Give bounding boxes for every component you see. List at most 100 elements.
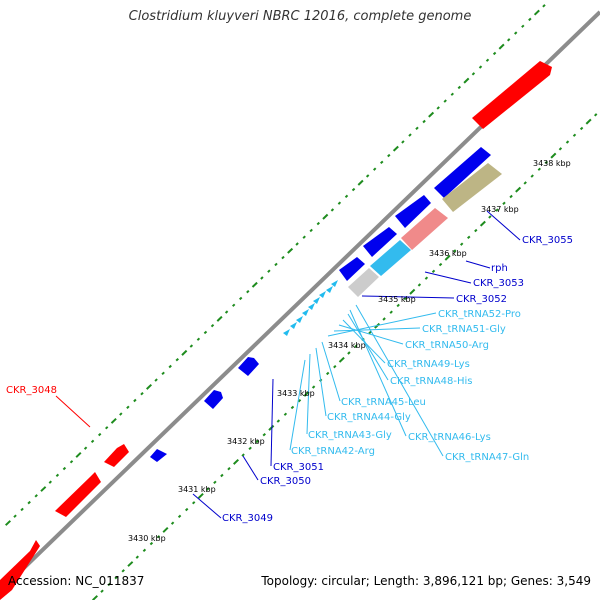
scale-tick [316, 221, 320, 226]
scale-tick [474, 228, 478, 233]
scale-tick [450, 92, 454, 96]
scale-tick [233, 458, 239, 465]
scale-tick [121, 569, 125, 573]
gene-arrow [395, 195, 431, 228]
leader-line [424, 271, 472, 284]
gene-arrow [339, 257, 365, 281]
scale-tick [241, 453, 245, 457]
scale-tick [181, 349, 188, 356]
trna-label[interactable]: CKR_tRNA43-Gly [308, 430, 392, 441]
leader-line [349, 309, 407, 437]
scale-tick [457, 85, 461, 90]
trna-label[interactable]: CKR_tRNA50-Arg [405, 340, 489, 351]
scale-tick [309, 228, 313, 233]
gene-arrow [238, 357, 259, 376]
trna-label[interactable]: CKR_tRNA52-Pro [438, 309, 521, 320]
scale-tick [83, 446, 88, 450]
scale-tick [126, 405, 130, 410]
page-title: Clostridium kluyveri NBRC 12016, complet… [128, 9, 472, 24]
scale-tick [154, 378, 158, 382]
scale-tick [40, 486, 47, 492]
scale-tick [267, 269, 271, 273]
scale-tick [55, 473, 60, 478]
kbp-label: 3433 kbp [277, 389, 315, 398]
scale-tick [34, 494, 38, 498]
scale-tick [579, 126, 584, 131]
leader-line [192, 493, 222, 519]
scale-tick [196, 337, 201, 341]
gene-label-ckr-3050[interactable]: CKR_3050 [260, 476, 311, 487]
scale-tick [92, 595, 98, 600]
scale-tick [533, 9, 540, 16]
scale-tick [436, 106, 440, 110]
scale-tick [105, 426, 109, 430]
scale-tick [471, 72, 476, 76]
scale-tick [224, 310, 229, 314]
trna-label[interactable]: CKR_tRNA42-Arg [291, 446, 375, 457]
scale-tick [498, 43, 505, 50]
scale-tick [135, 555, 139, 559]
trna-feature [283, 329, 290, 336]
scale-tick [492, 51, 497, 56]
scale-tick [220, 473, 224, 478]
scale-tick [27, 500, 31, 505]
scale-tick [565, 140, 570, 144]
scale-tick [528, 17, 532, 22]
scale-tick [347, 351, 351, 355]
scale-tick [542, 4, 546, 8]
scale-tick [495, 208, 499, 212]
scale-tick [255, 439, 259, 444]
scale-tick [550, 152, 557, 159]
scale-tick [177, 514, 182, 519]
scale-tick [368, 330, 372, 335]
gene-label-ckr-3048[interactable]: CKR_3048 [6, 385, 57, 396]
feature-labels: 3430 kbp 3431 kbp 3432 kbp 3433 kbp 3434… [6, 159, 573, 543]
scale-tick [422, 119, 426, 124]
gene-label-ckr-3052[interactable]: CKR_3052 [456, 294, 507, 305]
trna-feature [326, 286, 333, 293]
scale-tick [20, 507, 24, 512]
scale-tick [338, 356, 345, 363]
trna-label[interactable]: CKR_tRNA45-Leu [341, 397, 426, 408]
gene-arrow [363, 227, 397, 257]
scale-tick [479, 220, 486, 227]
leader-line [289, 359, 306, 451]
leader-line [486, 210, 521, 241]
scale-tick [380, 160, 384, 165]
gene-label-ckr-3051[interactable]: CKR_3051 [273, 462, 324, 473]
gene-block [401, 208, 448, 250]
gene-label-ckr-3049[interactable]: CKR_3049 [222, 513, 273, 524]
trna-label[interactable]: CKR_tRNA46-Lys [408, 432, 491, 443]
trna-feature [331, 280, 338, 287]
scale-tick [281, 255, 285, 260]
scale-tick [162, 526, 169, 533]
trna-feature [313, 297, 320, 304]
gene-label-ckr-3053[interactable]: CKR_3053 [473, 278, 524, 289]
scale-tick [392, 145, 399, 152]
leader-line [333, 327, 421, 332]
scale-tick [351, 187, 356, 192]
trna-label[interactable]: CKR_tRNA48-His [390, 376, 473, 387]
scale-tick [502, 201, 506, 206]
scale-tick [514, 31, 518, 35]
kbp-label: 3438 kbp [533, 159, 571, 168]
scale-tick [330, 208, 335, 212]
trna-label[interactable]: CKR_tRNA44-Gly [327, 412, 411, 423]
scale-tick [260, 276, 264, 280]
gene-arrow [55, 472, 101, 517]
scale-tick [232, 303, 236, 307]
gene-label-ckr-3055[interactable]: CKR_3055 [522, 235, 573, 246]
trna-label[interactable]: CKR_tRNA47-Gln [445, 452, 529, 463]
kbp-label: 3432 kbp [227, 437, 265, 446]
trna-label[interactable]: CKR_tRNA49-Lys [387, 359, 470, 370]
scale-tick [485, 58, 490, 62]
scale-tick [216, 315, 223, 322]
trna-label[interactable]: CKR_tRNA51-Gly [422, 324, 506, 335]
leader-line [347, 313, 389, 381]
leader-line [306, 353, 311, 435]
scale-tick [478, 65, 483, 69]
gene-label-rph[interactable]: rph [491, 263, 508, 274]
scale-tick [572, 133, 577, 137]
scale-tick [443, 99, 447, 103]
leader-line [465, 260, 491, 269]
